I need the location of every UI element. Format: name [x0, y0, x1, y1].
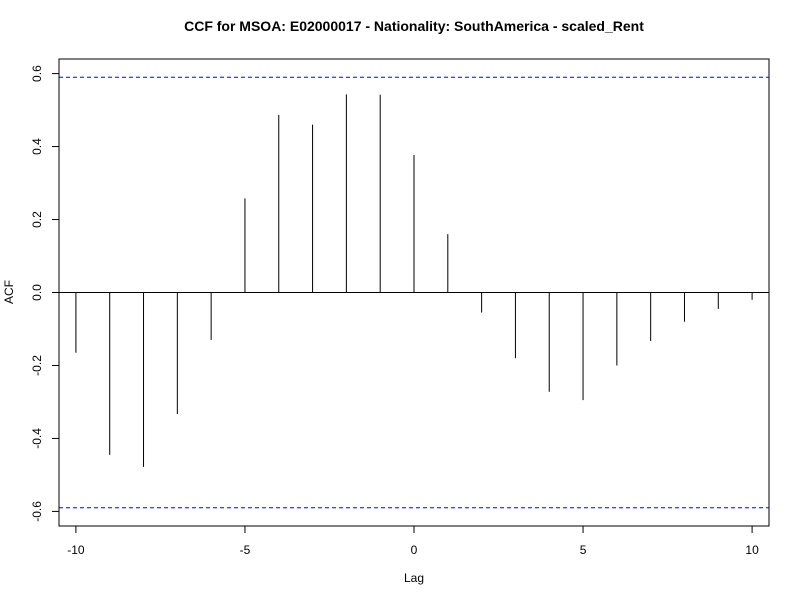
x-tick-label: 0: [411, 543, 418, 557]
plot-area: -10 -5 0 5 10 -0.6 -0.4 -0.2 0.0 0.2 0.4 0.6: [30, 65, 769, 557]
y-axis-label: ACF: [2, 280, 16, 304]
y-tick-label: 0.2: [30, 211, 44, 228]
y-tick-label: -0.4: [30, 428, 44, 449]
x-tick-label: -10: [67, 543, 85, 557]
y-tick-label: 0.6: [30, 65, 44, 82]
chart-title: CCF for MSOA: E02000017 - Nationality: S…: [184, 18, 644, 34]
y-tick-label: 0.0: [30, 284, 44, 301]
y-tick-label: 0.4: [30, 138, 44, 155]
y-tick-label: -0.2: [30, 355, 44, 376]
y-tick-label: -0.6: [30, 501, 44, 522]
x-tick-label: 10: [745, 543, 759, 557]
x-axis-label: Lag: [404, 571, 424, 585]
x-tick-label: -5: [240, 543, 251, 557]
x-tick-label: 5: [580, 543, 587, 557]
